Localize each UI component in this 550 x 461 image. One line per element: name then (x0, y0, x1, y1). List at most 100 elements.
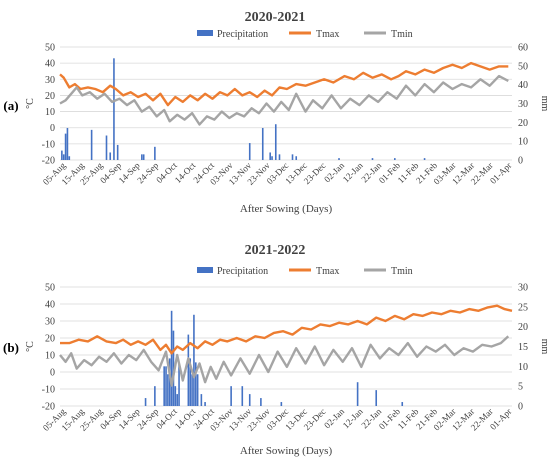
bar-precipitation (144, 398, 147, 406)
chart-panel-a: 2020-2021 Precipitation Tmax Tmin -20 -10 0 10 2… (3, 10, 550, 215)
legend: Precipitation Tmax Tmin (197, 266, 413, 277)
bar-precipitation (241, 386, 244, 406)
legend-swatch-precipitation (197, 30, 213, 36)
y-tick-right: 50 (518, 61, 528, 72)
bar-precipitation (68, 156, 71, 160)
y-tick-left: 30 (45, 75, 55, 86)
bar-precipitation (170, 310, 173, 406)
bar-precipitation (61, 150, 63, 160)
y-axis-label-left: °C (25, 98, 36, 109)
panel-label: (b) (3, 340, 19, 355)
bar-precipitation (64, 133, 67, 160)
y-tick-right: 20 (518, 322, 528, 333)
bar-precipitation (278, 154, 281, 160)
bar-precipitation (204, 402, 206, 406)
y-tick-right: 5 (518, 382, 523, 393)
bar-precipitation (274, 124, 277, 160)
y-tick-left: 10 (45, 107, 55, 118)
bar-precipitation (105, 135, 108, 160)
y-tick-right: 20 (518, 118, 528, 129)
bar-precipitation (142, 154, 145, 160)
y-tick-left: -10 (42, 385, 55, 396)
y-tick-left: 50 (45, 283, 55, 294)
bar-precipitation (90, 129, 93, 160)
bar-precipitation (230, 386, 232, 406)
bar-precipitation (271, 156, 273, 160)
y-tick-left: 50 (45, 43, 55, 54)
bar-precipitation (113, 58, 115, 160)
bar-precipitation (62, 154, 65, 160)
y-tick-right: 15 (518, 342, 528, 353)
bar-precipitation (187, 334, 190, 406)
legend-label-precipitation: Precipitation (217, 29, 268, 40)
panel-label: (a) (3, 98, 18, 113)
bar-precipitation (356, 382, 359, 406)
x-axis-label: After Sowing (Days) (240, 203, 333, 215)
y-tick-left: -10 (42, 139, 55, 150)
bar-precipitation (165, 366, 167, 406)
bar-precipitation (191, 374, 193, 406)
legend: Precipitation Tmax Tmin (197, 29, 413, 40)
bar-precipitation (371, 158, 374, 160)
legend-swatch-precipitation (197, 267, 213, 273)
y-tick-left: 30 (45, 317, 55, 328)
bar-precipitation (172, 330, 175, 406)
bar-precipitation (375, 390, 378, 406)
bar-precipitation (66, 127, 69, 160)
y-tick-left: 0 (50, 123, 55, 134)
bar-precipitation (116, 144, 119, 160)
y-tick-left: 20 (45, 334, 55, 345)
y-tick-right: 0 (518, 402, 523, 413)
bar-precipitation (174, 386, 177, 406)
y-tick-left: 0 (50, 368, 55, 379)
bar-precipitation (168, 358, 171, 406)
x-axis-label: After Sowing (Days) (240, 445, 333, 457)
y-tick-right: 30 (518, 283, 528, 294)
y-tick-left: 20 (45, 91, 55, 102)
y-tick-right: 30 (518, 99, 528, 110)
legend-label-tmax: Tmax (316, 29, 339, 40)
y-tick-left: 10 (45, 351, 55, 362)
bar-precipitation (248, 394, 251, 406)
y-tick-right: 60 (518, 43, 528, 54)
legend-label-tmin: Tmin (391, 266, 413, 277)
bar-precipitation (269, 152, 271, 160)
y-axis-label-right: mm (539, 96, 550, 112)
y-tick-left: 40 (45, 59, 55, 70)
bar-precipitation (194, 362, 197, 406)
y-tick-right: 0 (518, 156, 523, 167)
bar-precipitation (338, 158, 340, 160)
y-tick-right: 10 (518, 362, 528, 373)
bar-precipitation (154, 146, 156, 160)
bar-precipitation (189, 358, 192, 406)
line-tmax (59, 61, 509, 107)
x-tick-label: 01-Apr (488, 406, 513, 431)
chart-title: 2020-2021 (245, 10, 306, 25)
bar-precipitation (193, 314, 195, 406)
bar-precipitation (291, 154, 294, 160)
bar-precipitation (260, 398, 262, 406)
bar-precipitation (423, 158, 426, 160)
y-tick-right: 40 (518, 80, 528, 91)
y-tick-left: 40 (45, 300, 55, 311)
bar-precipitation (200, 394, 203, 406)
bar-precipitation (178, 362, 180, 406)
bar-precipitation (176, 394, 178, 406)
bar-precipitation (401, 402, 404, 406)
x-tick-label: 01-Apr (488, 160, 513, 185)
line-tmin (59, 335, 510, 387)
y-tick-right: 10 (518, 137, 528, 148)
bar-precipitation (163, 366, 165, 406)
bar-precipitation (248, 143, 251, 160)
y-tick-left: -20 (42, 156, 55, 167)
bar-precipitation (109, 152, 112, 160)
bar-precipitation (280, 402, 283, 406)
line-tmax (60, 304, 513, 355)
bar-precipitation (196, 374, 199, 406)
bar-precipitation (154, 386, 156, 406)
chart-panel-b: 2021-2022 Precipitation Tmax Tmin -20 -10 0 10 2… (3, 243, 550, 457)
y-axis-label-left: °C (25, 341, 36, 352)
y-axis-label-right: mm (539, 339, 550, 355)
bar-precipitation (394, 158, 396, 160)
